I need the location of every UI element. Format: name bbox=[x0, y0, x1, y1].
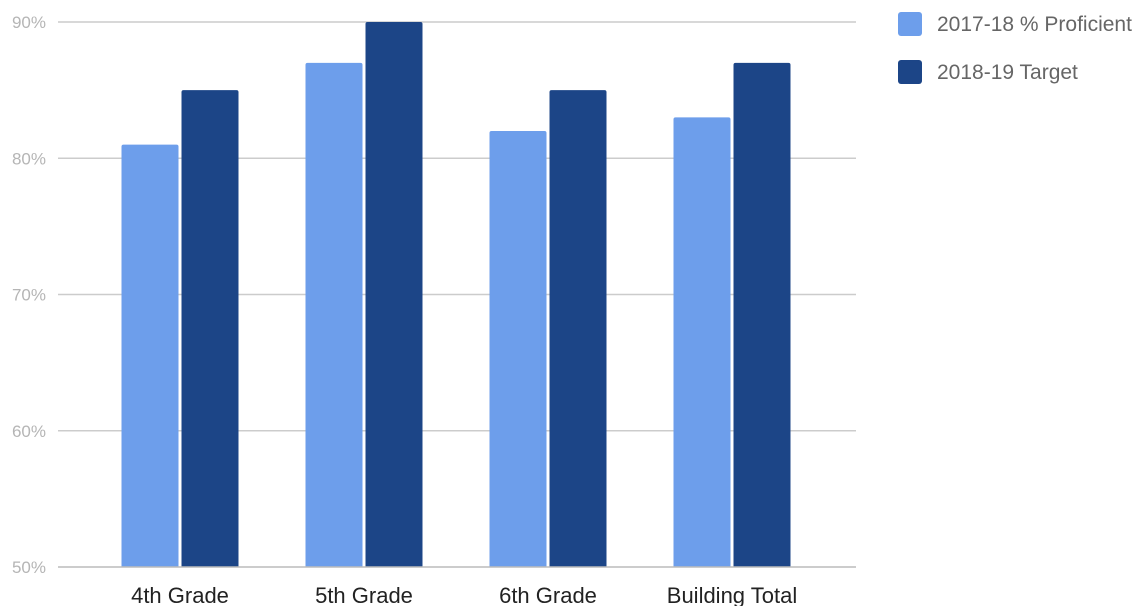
bar-series-2-building-total bbox=[733, 62, 791, 567]
y-tick-label: 70% bbox=[12, 286, 46, 305]
x-category-label: 5th Grade bbox=[315, 583, 413, 606]
legend-label-1: 2017-18 % Proficient bbox=[937, 13, 1132, 36]
y-tick-label: 50% bbox=[12, 558, 46, 577]
y-axis-tick-labels: 50% 60% 70% 80% 90% bbox=[12, 13, 46, 577]
bar-series-2-6th-grade bbox=[549, 90, 607, 567]
legend: 2017-18 % Proficient 2018-19 Target bbox=[898, 12, 1132, 84]
bar-series-2-4th-grade bbox=[181, 90, 239, 567]
bar-series-1-6th-grade bbox=[489, 131, 547, 567]
bar-series-1-4th-grade bbox=[121, 144, 179, 567]
legend-label-2: 2018-19 Target bbox=[937, 61, 1078, 84]
y-tick-label: 90% bbox=[12, 13, 46, 32]
legend-swatch-1 bbox=[898, 12, 922, 36]
x-category-label: Building Total bbox=[667, 583, 797, 606]
x-category-label: 4th Grade bbox=[131, 583, 229, 606]
x-axis-category-labels: 4th Grade 5th Grade 6th Grade Building Tota… bbox=[131, 583, 797, 606]
bars bbox=[121, 22, 791, 567]
bar-series-1-5th-grade bbox=[305, 62, 363, 567]
x-category-label: 6th Grade bbox=[499, 583, 597, 606]
legend-swatch-2 bbox=[898, 60, 922, 84]
y-tick-label: 80% bbox=[12, 149, 46, 168]
bar-series-1-building-total bbox=[673, 117, 731, 567]
y-tick-label: 60% bbox=[12, 422, 46, 441]
bar-series-2-5th-grade bbox=[365, 22, 423, 567]
